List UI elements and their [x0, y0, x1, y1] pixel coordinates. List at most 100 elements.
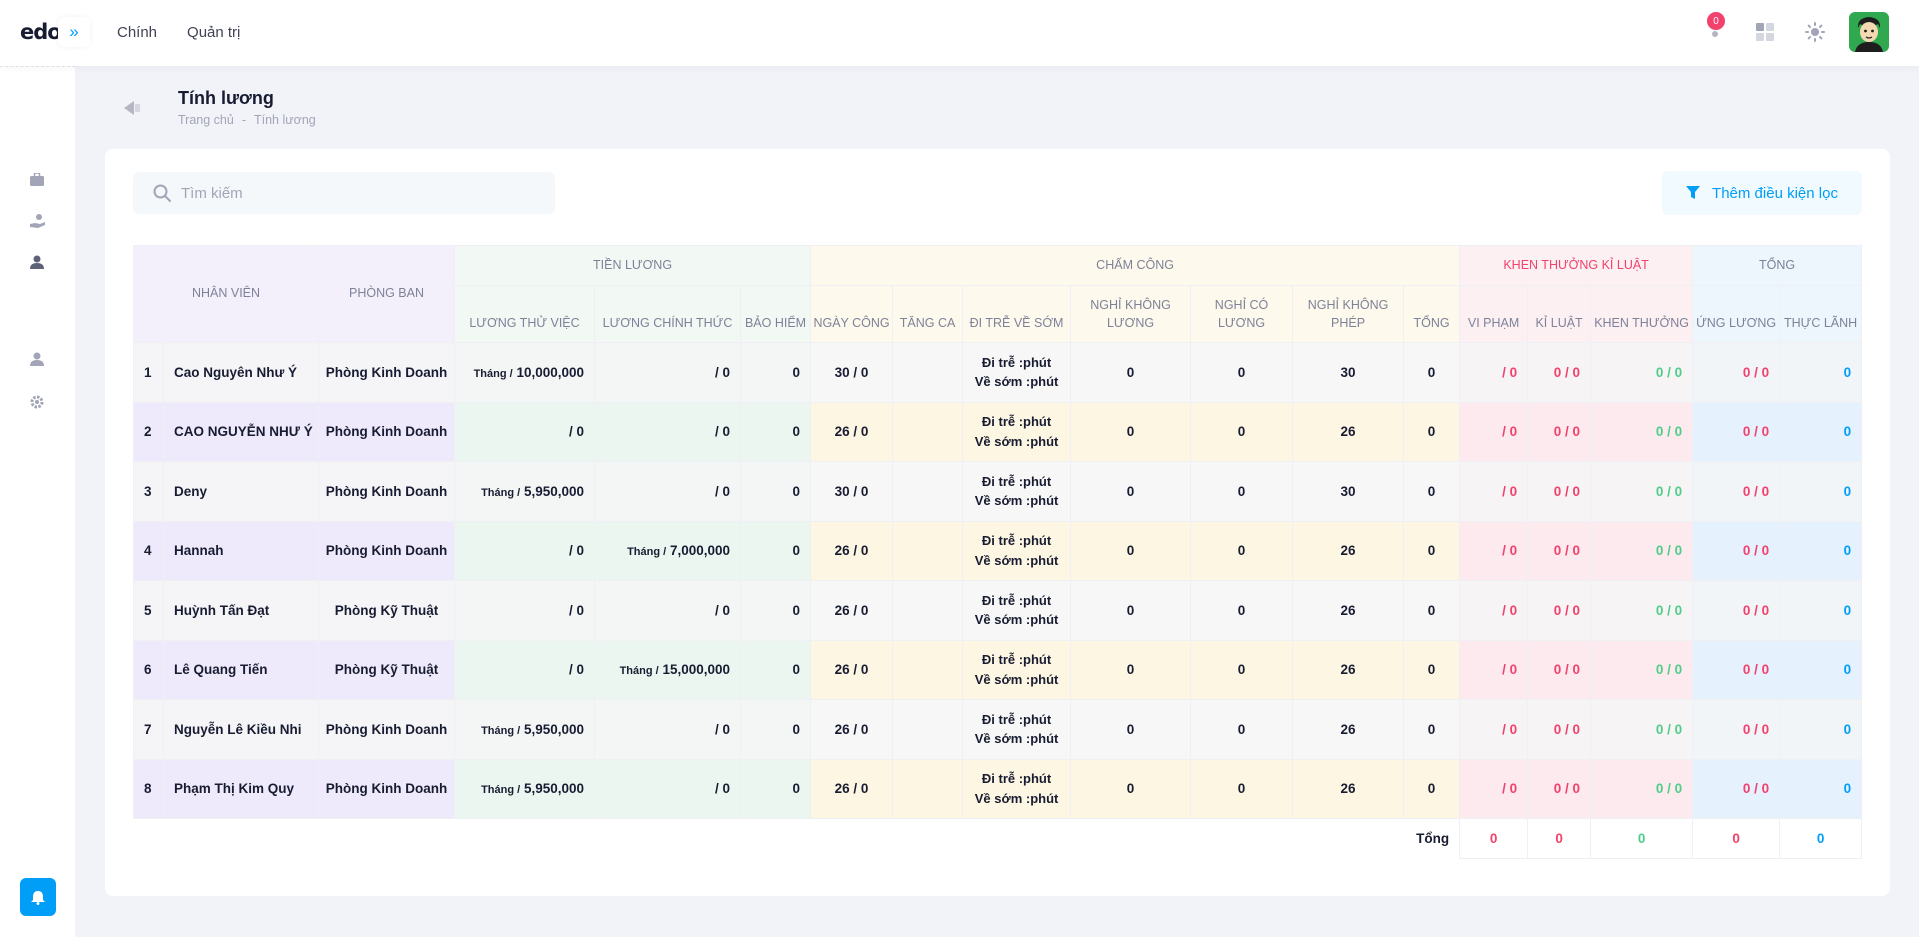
sidebar-item-account[interactable]	[29, 351, 45, 367]
back-button[interactable]	[124, 100, 146, 116]
table-row[interactable]: 5 Huỳnh Tấn Đạt Phòng Kỹ Thuật / 0 / 0 0 26 …	[133, 580, 1863, 641]
footer-ki-luat: 0	[1527, 818, 1592, 859]
table-row[interactable]: 6 Lê Quang Tiến Phòng Kỹ Thuật / 0 Tháng / …	[133, 639, 1863, 700]
vi-pham: / 0	[1459, 580, 1529, 641]
table-row[interactable]: 3 Deny Phòng Kinh Doanh Tháng / 5,950,000 /…	[133, 461, 1863, 522]
early-text: Về sớm :phút	[974, 612, 1059, 628]
salary-value: 7,000,000	[669, 543, 731, 559]
khen-thuong: 0 / 0	[1590, 401, 1694, 462]
employee-name: Lê Quang Tiến	[162, 639, 320, 700]
nghi-khong-luong: 0	[1070, 342, 1192, 403]
sidebar-item-briefcase[interactable]	[29, 171, 45, 187]
early-text: Về sớm :phút	[974, 493, 1059, 509]
user-icon	[30, 352, 44, 366]
tong-cham-cong: 0	[1403, 580, 1461, 641]
di-tre-ve-som: Đi trễ :phút Về sớm :phút	[962, 699, 1072, 760]
nav-item-chinh[interactable]: Chính	[117, 24, 158, 41]
tong-cham-cong: 0	[1403, 401, 1461, 462]
table-row[interactable]: 4 Hannah Phòng Kinh Doanh / 0 Tháng / 7,000…	[133, 520, 1863, 581]
apps-grid-button[interactable]	[1745, 12, 1785, 52]
sidebar-item-hand-money[interactable]	[29, 213, 45, 229]
tang-ca	[892, 342, 964, 403]
notification-button[interactable]: 0	[1695, 12, 1735, 52]
nghi-khong-luong: 0	[1070, 401, 1192, 462]
salary-value: / 0	[569, 543, 585, 559]
luong-thu-viec: Tháng / 5,950,000	[454, 461, 596, 522]
luong-thu-viec: / 0	[454, 520, 596, 581]
salary-value: / 0	[715, 721, 731, 737]
col-nhan-vien: NHÂN VIÊN	[132, 245, 320, 343]
breadcrumb-home[interactable]: Trang chủ	[178, 113, 234, 127]
ngay-cong: 26 / 0	[810, 580, 894, 641]
nghi-khong-phep: 26	[1292, 401, 1405, 462]
search-input[interactable]	[181, 184, 541, 202]
table-row[interactable]: 7 Nguyễn Lê Kiều Nhi Phòng Kinh Doanh Tháng…	[133, 699, 1863, 760]
ki-luat: 0 / 0	[1527, 401, 1592, 462]
sidebar-item-employees[interactable]	[29, 254, 45, 270]
nghi-khong-phep: 30	[1292, 342, 1405, 403]
ki-luat: 0 / 0	[1527, 639, 1592, 700]
nghi-khong-phep: 26	[1292, 639, 1405, 700]
ung-luong: 0 / 0	[1692, 401, 1781, 462]
sidebar-item-settings[interactable]	[29, 394, 45, 410]
luong-thu-viec: Tháng / 5,950,000	[454, 758, 596, 819]
thuc-lanh: 0	[1779, 401, 1863, 462]
nghi-khong-phep: 30	[1292, 461, 1405, 522]
add-filter-button[interactable]: Thêm điều kiện lọc	[1662, 171, 1862, 215]
row-number: 7	[133, 699, 164, 760]
vi-pham: / 0	[1459, 520, 1529, 581]
vi-pham: / 0	[1459, 639, 1529, 700]
salary-value: / 0	[715, 483, 731, 499]
breadcrumb: Trang chủ - Tính lương	[178, 113, 316, 127]
nghi-co-luong: 0	[1190, 342, 1294, 403]
di-tre-ve-som: Đi trễ :phút Về sớm :phút	[962, 461, 1072, 522]
theme-toggle-button[interactable]	[1795, 12, 1835, 52]
nav-item-quan-tri[interactable]: Quản trị	[187, 24, 241, 41]
early-text: Về sớm :phút	[974, 731, 1059, 747]
department: Phòng Kinh Doanh	[318, 342, 456, 403]
main-nav: Chính Quản trị	[117, 24, 240, 41]
table-row[interactable]: 8 Phạm Thị Kim Quy Phòng Kinh Doanh Tháng /…	[133, 758, 1863, 819]
table-row[interactable]: 2 CAO NGUYỄN NHƯ Ý Phòng Kinh Doanh / 0 / …	[133, 401, 1863, 462]
early-text: Về sớm :phút	[974, 790, 1059, 806]
vi-pham: / 0	[1459, 461, 1529, 522]
khen-thuong: 0 / 0	[1590, 758, 1694, 819]
tang-ca	[892, 520, 964, 581]
khen-thuong: 0 / 0	[1590, 342, 1694, 403]
department: Phòng Kỹ Thuật	[318, 639, 456, 700]
user-avatar[interactable]	[1849, 12, 1889, 52]
salary-value: 10,000,000	[516, 364, 585, 380]
thuc-lanh: 0	[1779, 520, 1863, 581]
ki-luat: 0 / 0	[1527, 699, 1592, 760]
employee-name: Nguyễn Lê Kiều Nhi	[162, 699, 320, 760]
col-tang-ca: TĂNG CA	[892, 285, 964, 343]
sidebar	[0, 66, 75, 937]
ki-luat: 0 / 0	[1527, 758, 1592, 819]
late-text: Đi trễ :phút	[981, 592, 1052, 608]
ung-luong: 0 / 0	[1692, 342, 1781, 403]
ngay-cong: 30 / 0	[810, 461, 894, 522]
di-tre-ve-som: Đi trễ :phút Về sớm :phút	[962, 342, 1072, 403]
salary-value: 5,950,000	[523, 781, 585, 797]
tang-ca	[892, 580, 964, 641]
luong-thu-viec: Tháng / 10,000,000	[454, 342, 596, 403]
table-row[interactable]: 1 Cao Nguyên Như Ý Phòng Kinh Doanh Tháng /…	[133, 342, 1863, 403]
salary-value: / 0	[715, 781, 731, 797]
salary-value: / 0	[569, 424, 585, 440]
khen-thuong: 0 / 0	[1590, 639, 1694, 700]
thuc-lanh: 0	[1779, 758, 1863, 819]
thuc-lanh: 0	[1779, 461, 1863, 522]
luong-chinh-thuc: / 0	[594, 758, 742, 819]
khen-thuong: 0 / 0	[1590, 580, 1694, 641]
row-number: 8	[133, 758, 164, 819]
ngay-cong: 26 / 0	[810, 758, 894, 819]
sidebar-toggle-button[interactable]: »	[58, 17, 90, 47]
luong-chinh-thuc: / 0	[594, 580, 742, 641]
salary-unit: Tháng /	[481, 486, 521, 499]
nghi-co-luong: 0	[1190, 580, 1294, 641]
app-logo[interactable]: edo	[20, 20, 62, 44]
sidebar-notification-button[interactable]	[20, 878, 56, 916]
map-pin-icon	[1712, 31, 1718, 37]
employee-name: Hannah	[162, 520, 320, 581]
tang-ca	[892, 699, 964, 760]
